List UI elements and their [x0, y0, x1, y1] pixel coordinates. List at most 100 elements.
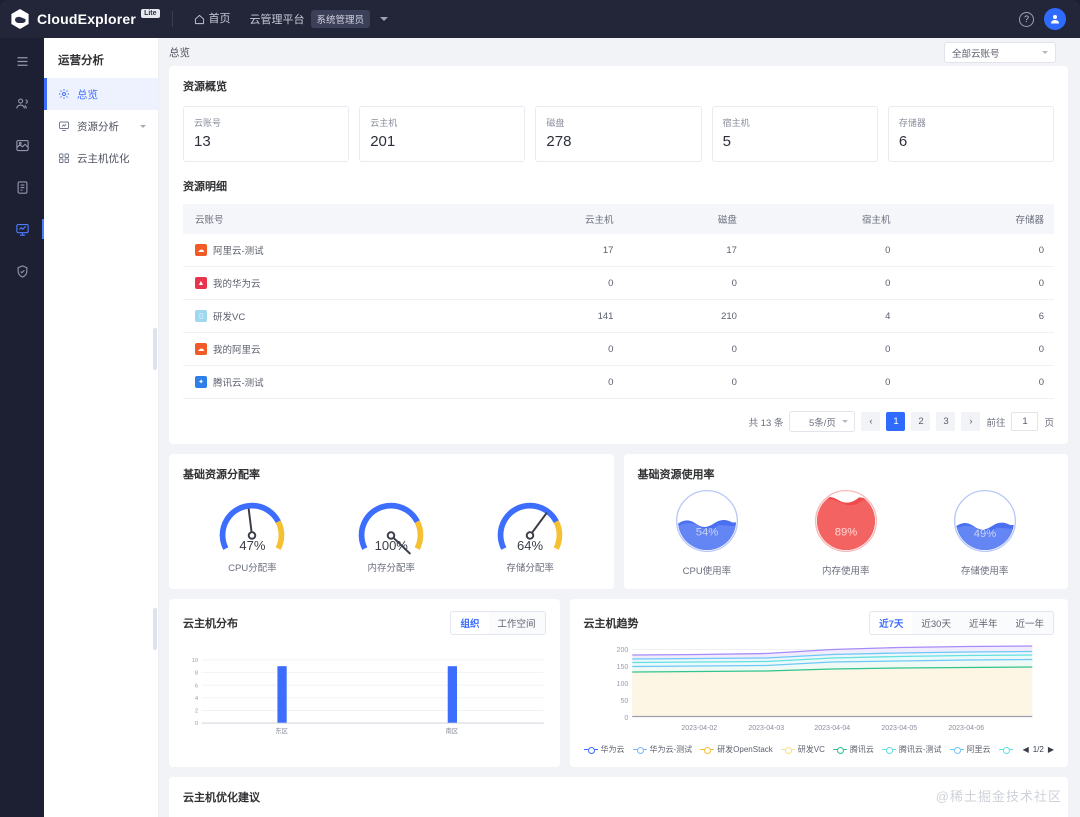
logo-hex-icon: [11, 9, 29, 29]
resource-overview-card: 资源概览 云账号 13 云主机 201 磁盘 278: [169, 66, 1068, 444]
page-size-select[interactable]: 5条/页: [789, 411, 856, 432]
sidebar-item-resource-analysis[interactable]: 资源分析: [44, 110, 158, 142]
tab-last-year[interactable]: 近一年: [1015, 619, 1044, 630]
stat-value: 5: [722, 133, 731, 150]
liquid-gauge: 49%: [953, 489, 1016, 553]
legend-item[interactable]: 华为云-测试: [632, 744, 692, 755]
resource-image-icon[interactable]: [9, 132, 35, 158]
sidebar-item-vm-optimize[interactable]: 云主机优化: [44, 142, 158, 174]
legend-item[interactable]: 华为云: [583, 744, 625, 755]
nav-home[interactable]: 首页: [185, 0, 240, 38]
brand-logo[interactable]: CloudExplorer Lite: [10, 8, 160, 29]
svg-text:0: 0: [624, 715, 628, 722]
gauge-value: 64%: [517, 538, 544, 553]
nav-platform-switcher[interactable]: 云管理平台 系统管理员: [250, 10, 389, 28]
user-avatar-icon[interactable]: [1044, 8, 1066, 30]
gauge-cpu-allocation: 47% CPU分配率: [183, 488, 322, 574]
svg-text:54%: 54%: [696, 527, 718, 539]
cell-storage: 0: [900, 365, 1054, 399]
legend-label: 腾讯云: [849, 745, 874, 754]
legend-item[interactable]: 研发VC: [780, 744, 825, 755]
vm-optimize-card: 云主机优化建议 建议降配 162台 建议升配 0台: [169, 777, 1068, 817]
svg-text:150: 150: [616, 664, 628, 671]
pagination-page-unit: 页: [1044, 417, 1054, 429]
cell-host: 0: [746, 332, 901, 366]
gauge-label: CPU分配率: [228, 563, 277, 574]
cell-storage: 0: [900, 234, 1054, 267]
gauge-chart: [497, 502, 563, 550]
gauge-label: 内存分配率: [367, 563, 415, 574]
cell-storage: 0: [900, 332, 1054, 366]
help-circle-icon[interactable]: ?: [1019, 11, 1034, 27]
sidebar-resize-handle[interactable]: [153, 328, 157, 370]
shield-icon[interactable]: [9, 258, 35, 284]
analysis-icon: [58, 120, 70, 132]
sidebar-menu: 运营分析 总览 资源分析: [44, 38, 159, 817]
vm-trend-card: 云主机趋势 近7天 近30天 近半年 近一年 200 150: [569, 599, 1068, 767]
cell-disk: 0: [623, 266, 747, 300]
allocation-rate-title: 基础资源分配率: [183, 469, 260, 481]
stat-label: 存储器: [898, 118, 926, 128]
pagination-page-2[interactable]: 2: [911, 412, 931, 431]
sidebar-resize-handle-2[interactable]: [153, 608, 157, 650]
pagination-page-1[interactable]: 1: [886, 412, 906, 431]
chevron-down-icon: [140, 124, 146, 128]
resource-detail-title: 资源明细: [183, 181, 227, 193]
table-row[interactable]: ▯ 研发VC 141 210 4 6: [183, 299, 1054, 333]
svg-text:10: 10: [192, 658, 199, 664]
pagination-next[interactable]: ›: [961, 412, 981, 431]
pagination-goto-input[interactable]: 1: [1011, 412, 1039, 431]
cell-disk: 0: [623, 365, 747, 399]
cell-host: 0: [746, 266, 901, 300]
pagination-page-3[interactable]: 3: [936, 412, 956, 431]
gauge-memory-allocation: 100% 内存分配率: [322, 488, 461, 574]
table-pagination: 共 13 条 5条/页 ‹ 1 2 3 › 前往 1 页: [183, 411, 1054, 432]
cell-host: 0: [746, 365, 901, 399]
optimize-icon: [58, 152, 70, 164]
content-scroll-area[interactable]: 资源概览 云账号 13 云主机 201 磁盘 278: [159, 66, 1080, 817]
tab-last-half-year[interactable]: 近半年: [968, 619, 998, 630]
table-row[interactable]: ☁ 我的阿里云 0 0 0 0: [183, 332, 1054, 366]
sidebar-item-overview[interactable]: 总览: [44, 78, 158, 110]
top-navigation-bar: CloudExplorer Lite 首页 云管理平台 系统管理员 ?: [0, 0, 1080, 38]
table-row[interactable]: ☁ 阿里云-测试 17 17 0 0: [183, 234, 1054, 267]
gauge-chart: [358, 502, 424, 555]
users-icon[interactable]: [9, 90, 35, 116]
table-row[interactable]: ▲ 我的华为云 0 0 0 0: [183, 266, 1054, 300]
rates-row: 基础资源分配率 47%: [169, 454, 1068, 599]
chevron-down-icon: [380, 17, 389, 21]
svg-text:2: 2: [195, 709, 198, 715]
menu-collapse-icon[interactable]: [9, 48, 35, 74]
tab-workspace[interactable]: 工作空间: [497, 619, 536, 630]
tab-organization[interactable]: 组织: [451, 612, 489, 634]
legend-item[interactable]: 阿里云: [949, 744, 991, 755]
cell-vm: 0: [469, 266, 624, 300]
usage-rate-title: 基础资源使用率: [637, 469, 715, 481]
legend-marker: [780, 746, 795, 754]
svg-text:100: 100: [616, 681, 628, 688]
legend-marker: [632, 746, 647, 754]
legend-item-partial[interactable]: [998, 746, 1013, 754]
document-icon[interactable]: [9, 174, 35, 200]
tab-last-7-days[interactable]: 近7天: [870, 612, 913, 634]
stat-label: 云主机: [370, 118, 398, 128]
chevron-down-icon: [842, 420, 849, 423]
sidebar-title: 运营分析: [58, 55, 104, 67]
stat-label: 宿主机: [722, 118, 750, 128]
legend-item[interactable]: 腾讯云-测试: [881, 744, 942, 755]
table-row[interactable]: ✦ 腾讯云-测试 0 0 0 0: [183, 365, 1054, 399]
pagination-prev[interactable]: ‹: [861, 412, 881, 431]
legend-label: 腾讯云-测试: [898, 745, 942, 754]
legend-item[interactable]: 研发OpenStack: [700, 744, 773, 755]
trend-xtick-3: 2023-04-05: [881, 725, 917, 732]
legend-page-indicator: 1/2: [1032, 745, 1044, 754]
trend-legend: 华为云 华为云-测试 研发OpenStack 研发VC 腾讯云 腾讯云-测试 阿…: [583, 744, 1054, 755]
legend-item[interactable]: 腾讯云: [832, 744, 874, 755]
legend-next-arrow[interactable]: ▶: [1047, 745, 1054, 754]
account-name: 我的阿里云: [213, 345, 261, 356]
legend-prev-arrow[interactable]: ◀: [1022, 745, 1029, 754]
cloud-account-filter-select[interactable]: 全部云账号: [944, 42, 1056, 63]
breadcrumb: 总览: [169, 46, 190, 59]
tab-last-30-days[interactable]: 近30天: [921, 619, 951, 630]
monitor-icon[interactable]: [9, 216, 44, 242]
